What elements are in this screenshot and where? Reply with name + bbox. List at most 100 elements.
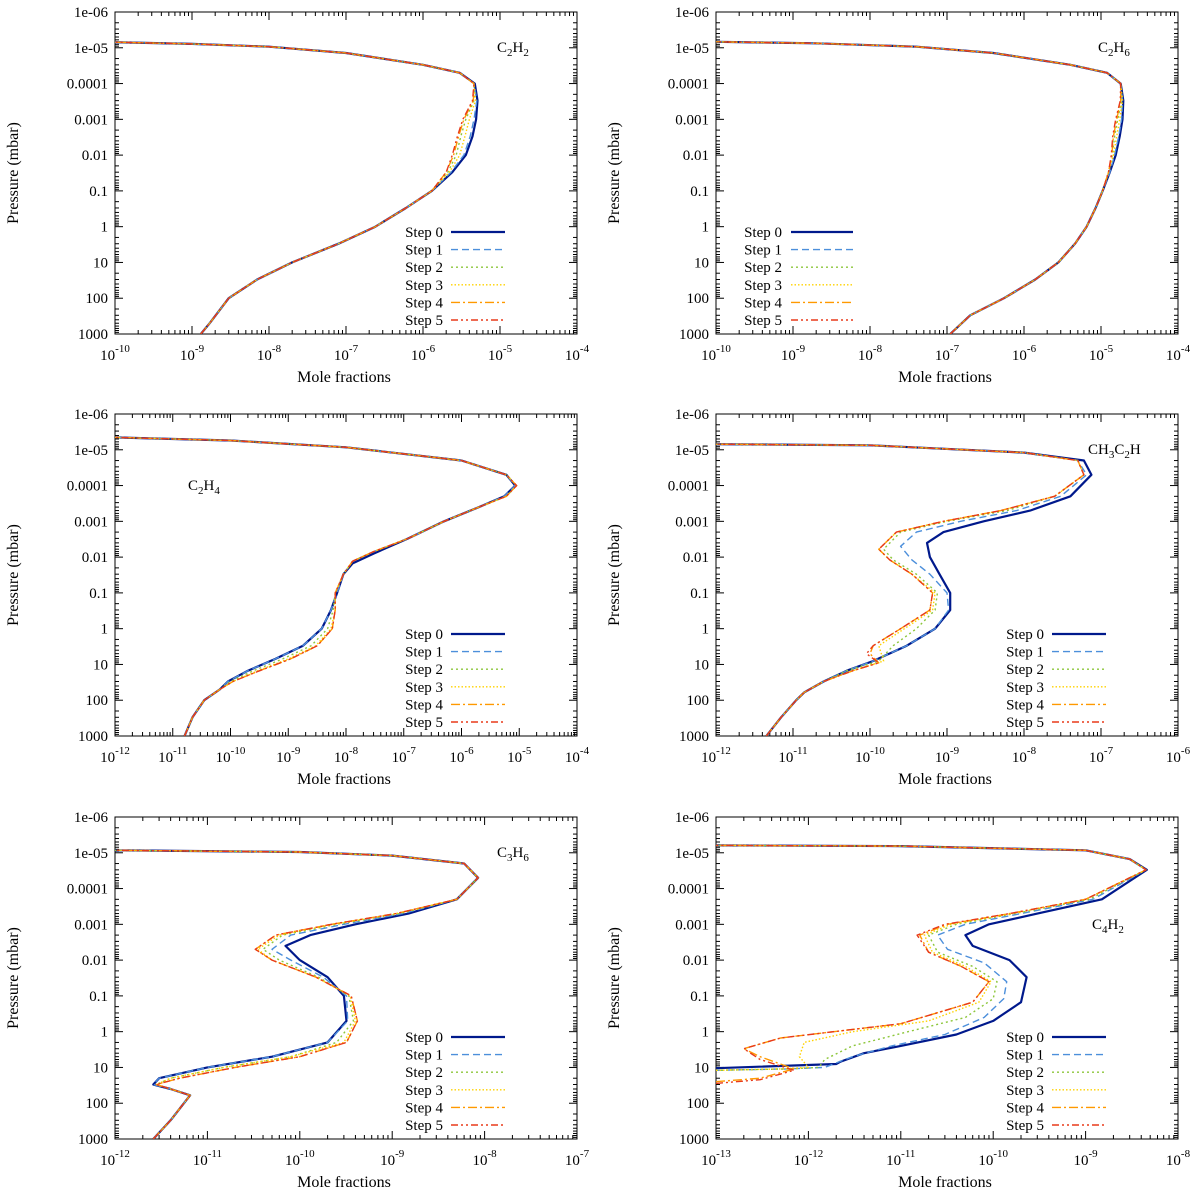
y-tick-label: 1000 bbox=[78, 729, 108, 745]
plot-frame bbox=[715, 413, 1179, 737]
plot-frame bbox=[114, 816, 578, 1140]
y-tick-label: 100 bbox=[86, 693, 109, 709]
series-line-step-2 bbox=[115, 436, 518, 736]
y-tick-label: 100 bbox=[687, 693, 710, 709]
legend-label: Step 0 bbox=[405, 1030, 443, 1046]
legend-label: Step 1 bbox=[405, 243, 443, 259]
y-axis-label: Pressure (mbar) bbox=[606, 524, 623, 626]
series-group bbox=[115, 41, 479, 334]
x-tick-label: 10-13 bbox=[701, 1148, 731, 1169]
legend-label: Step 0 bbox=[405, 627, 443, 643]
x-tick-label: 10-8 bbox=[858, 343, 883, 364]
y-tick-label: 1000 bbox=[679, 1132, 709, 1148]
species-label: C2H2 bbox=[497, 40, 529, 59]
y-tick-label: 1e-06 bbox=[74, 810, 109, 826]
legend-label: Step 0 bbox=[1006, 1030, 1044, 1046]
series-line-step-5 bbox=[115, 41, 475, 334]
series-group bbox=[716, 443, 1093, 736]
x-tick-label: 10-4 bbox=[1166, 343, 1191, 364]
x-tick-label: 10-8 bbox=[257, 343, 282, 364]
legend-label: Step 4 bbox=[744, 295, 782, 311]
y-tick-label: 0.1 bbox=[690, 989, 709, 1005]
legend-label: Step 2 bbox=[405, 662, 443, 678]
x-tick-label: 10-10 bbox=[701, 343, 731, 364]
legend-label: Step 1 bbox=[1006, 645, 1044, 661]
y-tick-label: 10 bbox=[694, 1060, 709, 1076]
species-label: C2H4 bbox=[188, 478, 220, 497]
x-tick-label: 10-11 bbox=[193, 1148, 222, 1169]
y-tick-label: 1e-06 bbox=[74, 407, 109, 423]
x-tick-label: 10-9 bbox=[180, 343, 205, 364]
y-tick-label: 1000 bbox=[78, 327, 108, 343]
x-tick-label: 10-10 bbox=[100, 343, 130, 364]
x-tick-label: 10-6 bbox=[1012, 343, 1037, 364]
y-tick-label: 0.1 bbox=[89, 989, 108, 1005]
chart-panel-1: 10-10 10-9 10-8 10-7 10-6 10-5 10-4 1e-06 1e-05 0… bbox=[5, 5, 590, 386]
x-tick-label: 10-5 bbox=[488, 343, 513, 364]
legend-label: Step 2 bbox=[744, 260, 782, 276]
legend-label: Step 4 bbox=[405, 1100, 443, 1116]
y-axis-label: Pressure (mbar) bbox=[5, 524, 22, 626]
series-group bbox=[115, 436, 518, 736]
x-axis-label: Mole fractions bbox=[898, 369, 992, 386]
series-line-step-5 bbox=[716, 844, 1147, 1085]
legend-label: Step 3 bbox=[405, 1083, 443, 1099]
y-tick-label: 100 bbox=[86, 291, 109, 307]
y-tick-label: 1e-05 bbox=[675, 443, 709, 459]
x-axis-label: Mole fractions bbox=[297, 369, 391, 386]
y-tick-label: 1e-05 bbox=[675, 41, 709, 57]
x-tick-label: 10-8 bbox=[334, 745, 359, 766]
x-tick-label: 10-12 bbox=[100, 1148, 130, 1169]
legend-label: Step 5 bbox=[405, 715, 443, 731]
y-tick-label: 1000 bbox=[78, 1132, 108, 1148]
y-axis-label: Pressure (mbar) bbox=[606, 122, 623, 224]
y-tick-label: 1 bbox=[101, 622, 109, 638]
series-line-step-0 bbox=[716, 844, 1148, 1070]
y-tick-label: 0.01 bbox=[82, 148, 108, 164]
legend-label: Step 5 bbox=[1006, 1118, 1044, 1134]
y-tick-label: 1e-06 bbox=[675, 810, 710, 826]
x-axis-label: Mole fractions bbox=[297, 1174, 391, 1191]
y-tick-label: 1000 bbox=[679, 327, 709, 343]
y-tick-label: 10 bbox=[93, 255, 108, 271]
x-tick-label: 10-4 bbox=[565, 343, 590, 364]
x-tick-label: 10-5 bbox=[507, 745, 532, 766]
legend-label: Step 3 bbox=[1006, 1083, 1044, 1099]
x-tick-label: 10-9 bbox=[276, 745, 301, 766]
species-label: C2H6 bbox=[1098, 40, 1130, 59]
chart-panel-5: 10-12 10-11 10-10 10-9 10-8 10-7 1e-06 1e-05 0.0… bbox=[5, 810, 590, 1191]
chart-panel-6: 10-13 10-12 10-11 10-10 10-9 10-8 1e-06 1e-05 0.… bbox=[606, 810, 1191, 1191]
y-tick-label: 1 bbox=[101, 1025, 109, 1041]
y-tick-label: 100 bbox=[86, 1096, 109, 1112]
legend-label: Step 3 bbox=[1006, 680, 1044, 696]
x-tick-label: 10-7 bbox=[935, 343, 960, 364]
series-line-step-5 bbox=[716, 41, 1122, 334]
legend-label: Step 4 bbox=[1006, 1100, 1044, 1116]
legend-label: Step 4 bbox=[1006, 697, 1044, 713]
x-tick-label: 10-8 bbox=[1012, 745, 1037, 766]
y-axis-label: Pressure (mbar) bbox=[5, 122, 22, 224]
y-tick-label: 0.01 bbox=[82, 953, 108, 969]
x-tick-label: 10-11 bbox=[886, 1148, 915, 1169]
legend-label: Step 3 bbox=[405, 680, 443, 696]
y-tick-label: 1 bbox=[702, 1025, 710, 1041]
x-tick-label: 10-9 bbox=[781, 343, 806, 364]
y-tick-label: 0.001 bbox=[675, 917, 709, 933]
series-line-step-3 bbox=[115, 436, 518, 736]
x-tick-label: 10-8 bbox=[473, 1148, 498, 1169]
legend-label: Step 4 bbox=[405, 697, 443, 713]
x-tick-label: 10-6 bbox=[449, 745, 474, 766]
x-tick-label: 10-7 bbox=[392, 745, 417, 766]
legend-label: Step 5 bbox=[405, 313, 443, 329]
series-line-step-4 bbox=[115, 849, 479, 1139]
x-tick-label: 10-7 bbox=[334, 343, 359, 364]
x-tick-label: 10-9 bbox=[380, 1148, 405, 1169]
legend-label: Step 1 bbox=[405, 1048, 443, 1064]
legend-label: Step 2 bbox=[405, 260, 443, 276]
x-tick-label: 10-6 bbox=[1166, 745, 1191, 766]
x-tick-label: 10-10 bbox=[285, 1148, 315, 1169]
y-tick-label: 1e-06 bbox=[74, 5, 109, 21]
x-tick-label: 10-8 bbox=[1166, 1148, 1191, 1169]
